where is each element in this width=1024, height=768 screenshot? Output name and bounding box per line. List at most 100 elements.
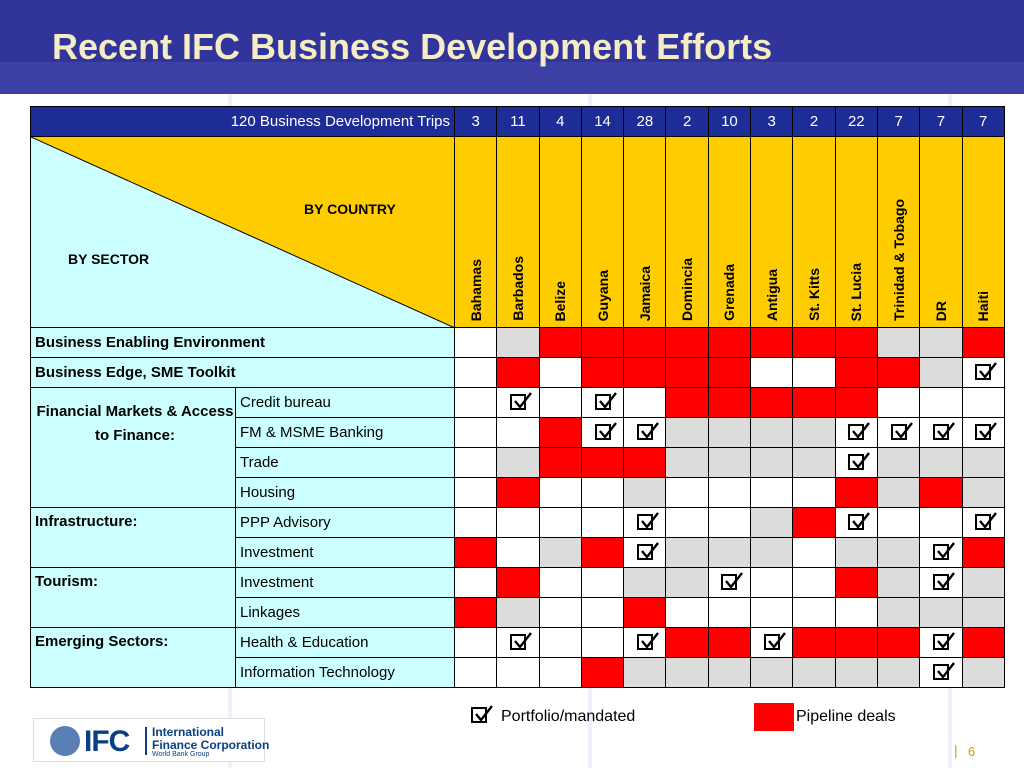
country-name: DR [932, 300, 949, 321]
table-row: Information Technology [31, 657, 1005, 688]
country-name: Guyana [594, 269, 611, 321]
matrix-cell [707, 447, 752, 478]
pipeline-cell [792, 507, 836, 538]
pipeline-cell [707, 357, 752, 388]
table-row: FM & MSME Banking [31, 417, 1005, 448]
matrix-cell [538, 477, 582, 508]
matrix-cell [538, 507, 582, 538]
country-name: Belize [552, 280, 569, 321]
matrix-cell [496, 417, 540, 448]
trip-count: 10 [707, 106, 752, 137]
checkbox-icon [721, 572, 744, 591]
matrix-cell [496, 327, 540, 358]
portfolio-cell [834, 447, 878, 478]
pipeline-cell [538, 327, 582, 358]
table-row: Tourism: Investment [30, 567, 1005, 628]
portfolio-cell [623, 417, 667, 448]
page-title: Recent IFC Business Development Efforts [52, 26, 773, 67]
pipeline-cell [750, 327, 794, 358]
matrix-cell [496, 447, 540, 478]
trip-count: 2 [665, 106, 709, 137]
matrix-cell [496, 507, 540, 538]
matrix-cell [623, 387, 667, 418]
portfolio-cell [961, 417, 1005, 448]
matrix-cell [580, 507, 625, 538]
matrix-cell [538, 657, 582, 688]
pipeline-cell [919, 477, 963, 508]
sector-label: Financial Markets & Access to Finance: [30, 387, 236, 508]
matrix-cell [750, 357, 794, 388]
checkbox-icon [636, 422, 659, 441]
country-header: Antigua [750, 136, 794, 328]
matrix-cell [876, 507, 921, 538]
pipeline-cell [580, 537, 625, 568]
trip-count: 7 [919, 106, 963, 137]
matrix-cell [453, 627, 498, 658]
subsector-label: Credit bureau [235, 387, 455, 418]
portfolio-cell [580, 387, 625, 418]
matrix-cell [538, 567, 582, 598]
matrix-cell [665, 507, 709, 538]
matrix-cell [961, 477, 1005, 508]
country-header: Grenada [707, 136, 752, 328]
matrix-cell [919, 357, 963, 388]
matrix-cell [453, 447, 498, 478]
table-row: Financial Markets & Access to Finance: Cr… [30, 387, 1005, 508]
table-row: Business Edge, SME Toolkit [30, 357, 1005, 388]
pipeline-cell [623, 357, 667, 388]
matrix-cell [580, 567, 625, 598]
matrix-cell [707, 507, 752, 538]
matrix-cell [919, 507, 963, 538]
portfolio-cell [623, 537, 667, 568]
pipeline-cell [834, 327, 878, 358]
portfolio-cell [876, 417, 921, 448]
country-name: St. Lucia [848, 262, 865, 321]
checkbox-icon [848, 422, 871, 441]
country-header-row: BY COUNTRY BY SECTOR Bahamas Barbados Belize… [30, 136, 1005, 328]
checkbox-icon [975, 512, 998, 531]
matrix-cell [707, 477, 752, 508]
logo-line-2: Finance Corporation [152, 738, 270, 752]
matrix-cell [961, 657, 1005, 688]
matrix-cell [876, 657, 921, 688]
matrix-cell [834, 537, 878, 568]
ifc-logo: IFC International Finance Corporation Wo… [33, 718, 269, 762]
checkbox-icon [471, 705, 493, 723]
country-header: Jamaica [623, 136, 667, 328]
sector-label: Business Enabling Environment [30, 327, 455, 358]
table-row: Investment [31, 537, 1005, 568]
checkbox-icon [932, 542, 955, 561]
pipeline-cell [623, 597, 667, 628]
matrix-cell [453, 477, 498, 508]
matrix-cell [750, 537, 794, 568]
portfolio-cell [919, 567, 963, 598]
by-country-label: BY COUNTRY [304, 201, 396, 217]
table-row: Infrastructure: PPP Advisory [30, 507, 1005, 568]
matrix-cell [665, 447, 709, 478]
matrix-cell [792, 597, 836, 628]
country-header: Haiti [961, 136, 1005, 328]
checkbox-icon [594, 392, 617, 411]
corner-diagonal [31, 137, 454, 327]
pipeline-cell [792, 387, 836, 418]
matrix-cell [665, 657, 709, 688]
matrix-cell [623, 477, 667, 508]
matrix-cell [792, 417, 836, 448]
portfolio-cell [919, 627, 963, 658]
matrix-cell [580, 627, 625, 658]
portfolio-cell [580, 417, 625, 448]
page-number: 6 [968, 744, 976, 759]
matrix-cell [580, 597, 625, 628]
matrix-cell [707, 597, 752, 628]
legend-pipeline-swatch [754, 703, 794, 731]
portfolio-cell [623, 627, 667, 658]
portfolio-cell [707, 567, 752, 598]
checkbox-icon [932, 632, 955, 651]
matrix-cell [496, 657, 540, 688]
country-name: Haiti [975, 290, 992, 321]
checkbox-icon [636, 632, 659, 651]
trip-count: 28 [623, 106, 667, 137]
matrix-cell [665, 597, 709, 628]
portfolio-cell [623, 507, 667, 538]
trip-count: 7 [876, 106, 921, 137]
